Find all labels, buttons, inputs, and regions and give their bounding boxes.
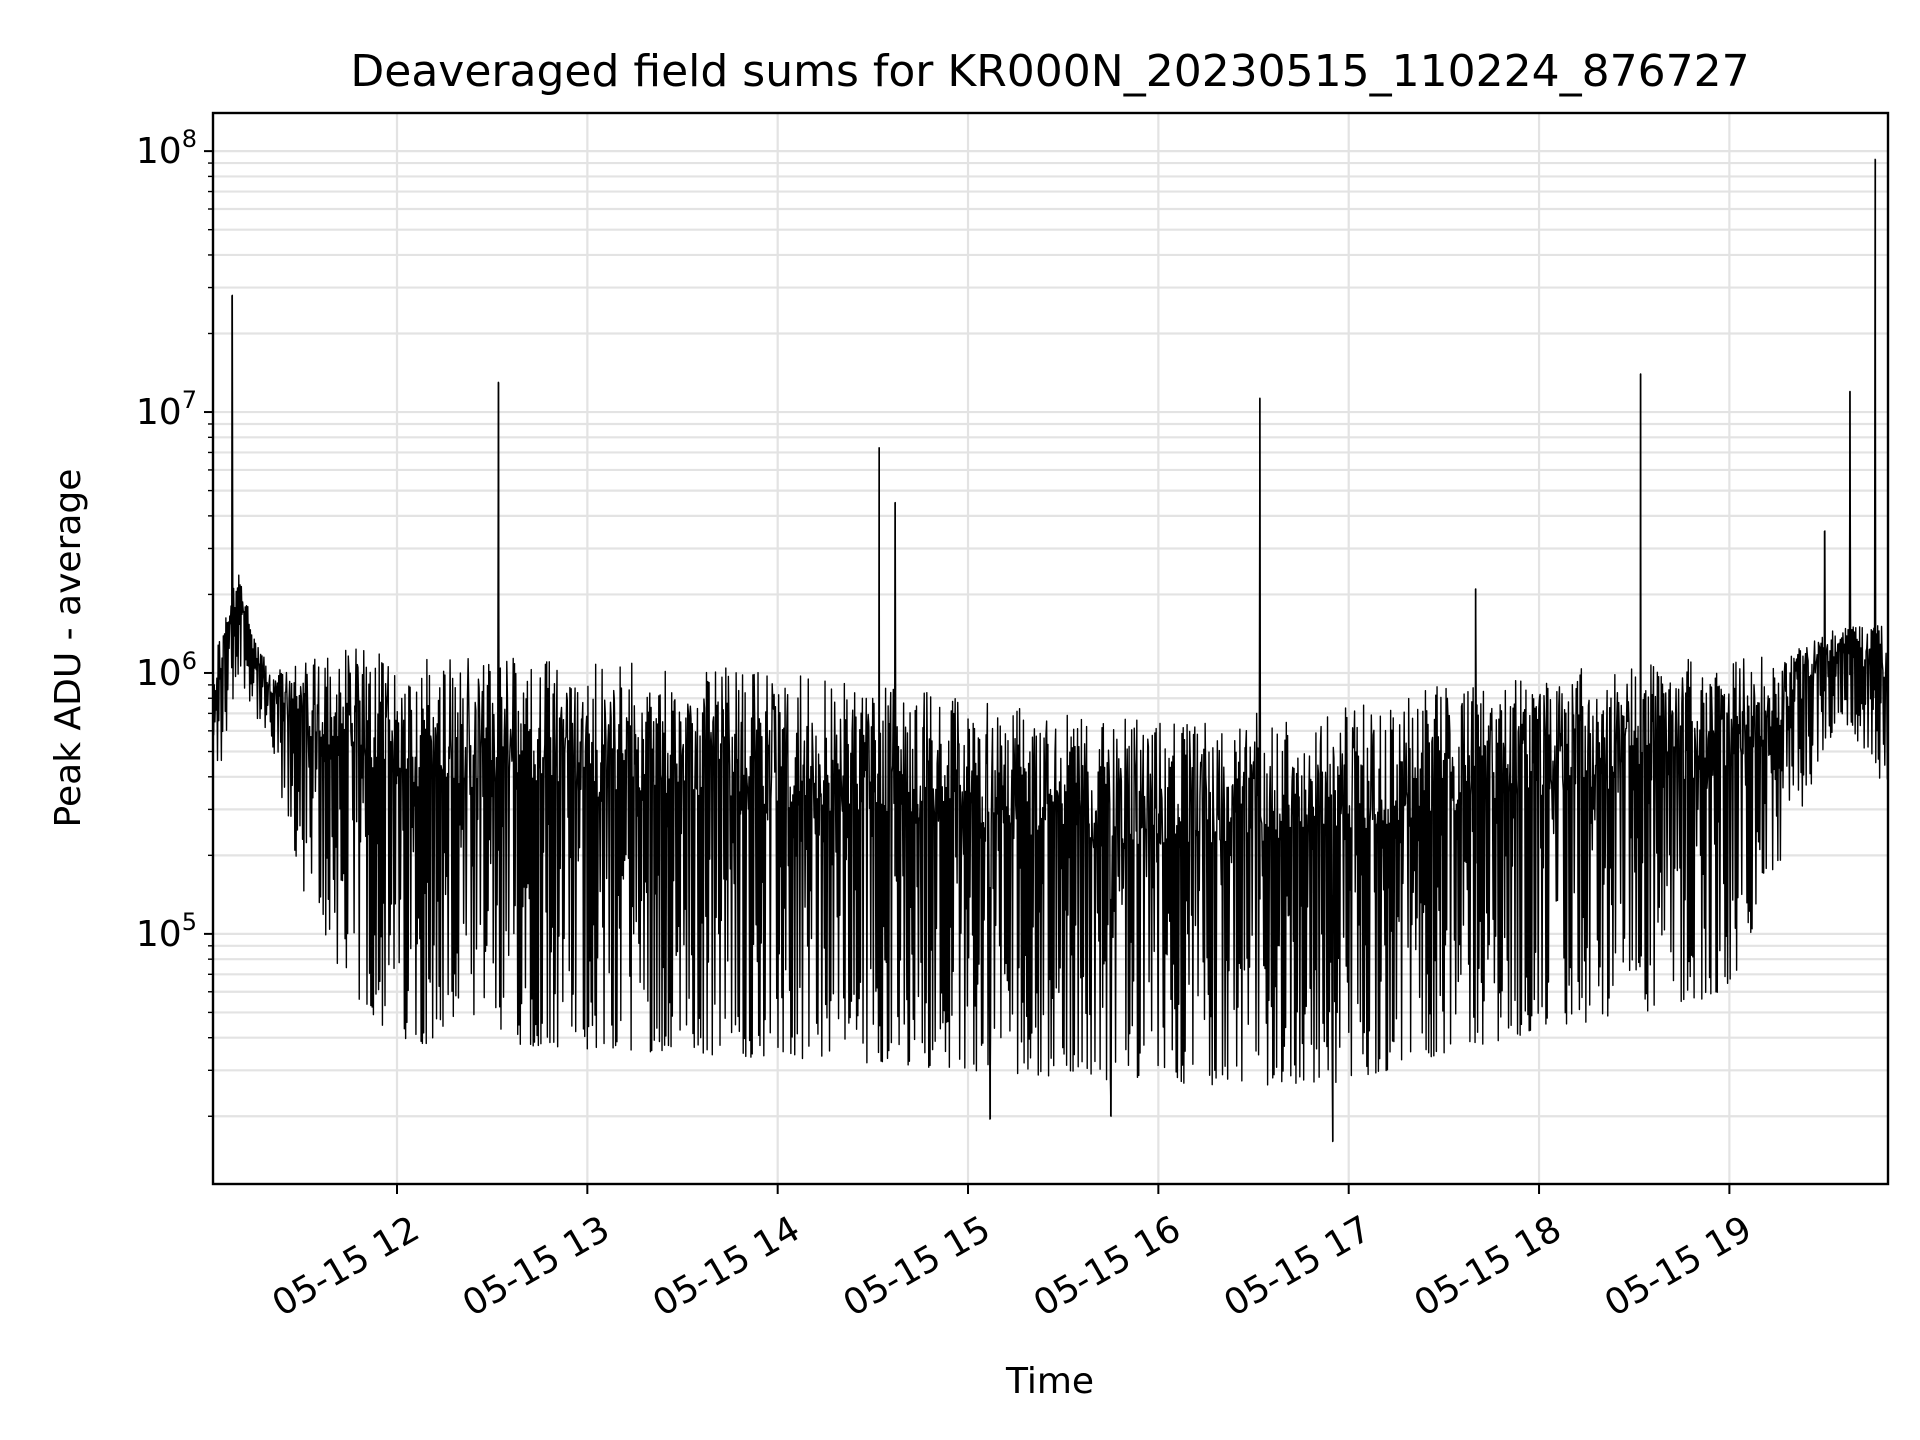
series-line [212, 158, 1889, 1143]
x-tick-label: 05-15 13 [456, 1208, 617, 1324]
x-tick-label: 05-15 18 [1408, 1208, 1569, 1324]
y-tick-exponent: 7 [182, 386, 197, 414]
x-tick-label: 05-15 15 [837, 1208, 998, 1324]
y-tick-label: 105 [136, 908, 197, 955]
x-tick-label: 05-15 12 [266, 1208, 427, 1324]
series-layer [212, 158, 1889, 1143]
x-tick-label: 05-15 17 [1217, 1208, 1378, 1324]
y-tick-label: 107 [136, 386, 197, 433]
y-tick-exponent: 5 [182, 908, 197, 936]
y-axis-label: Peak ADU - average [48, 469, 89, 828]
x-tick-label: 05-15 19 [1598, 1208, 1759, 1324]
y-tick-base: 10 [136, 914, 182, 955]
x-tick-label: 05-15 16 [1027, 1208, 1188, 1324]
y-tick-label: 106 [136, 647, 197, 694]
y-tick-base: 10 [136, 653, 182, 694]
y-tick-label: 108 [136, 125, 197, 172]
y-tick-exponent: 8 [182, 125, 197, 153]
y-tick-base: 10 [136, 392, 182, 433]
y-tick-exponent: 6 [182, 647, 197, 675]
x-tick-label: 05-15 14 [646, 1208, 807, 1324]
chart-title: Deaveraged field sums for KR000N_2023051… [350, 46, 1749, 97]
plot-frame [211, 111, 1890, 1186]
y-tick-base: 10 [136, 131, 182, 172]
x-axis-label: Time [1005, 1361, 1094, 1402]
